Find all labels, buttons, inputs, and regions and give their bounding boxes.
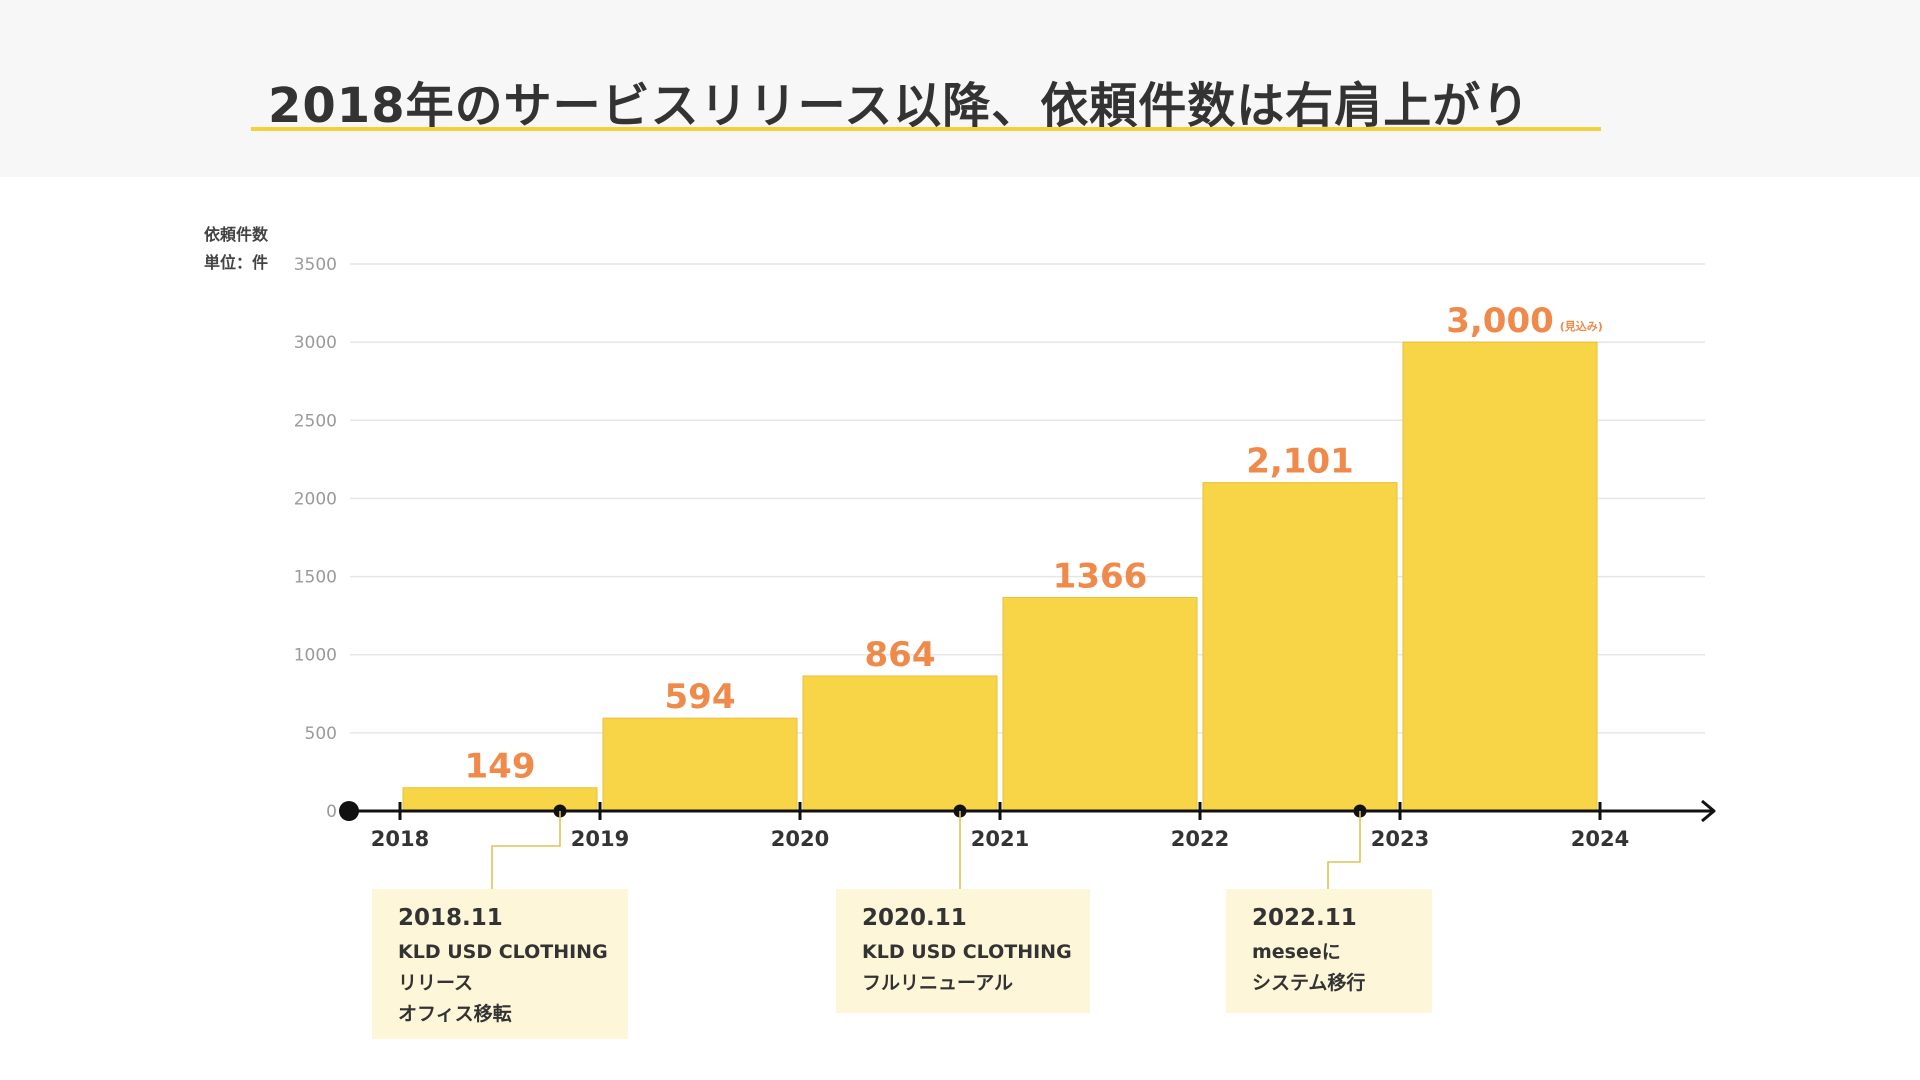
milestone-date: 2022.11	[1252, 905, 1357, 931]
x-tick-label: 2019	[571, 827, 629, 851]
y-axis-title: 依頼件数	[204, 225, 269, 244]
milestone-text: フルリニューアル	[862, 972, 1014, 994]
milestone-connector	[491, 811, 561, 889]
y-tick-label: 1500	[294, 568, 337, 588]
y-axis-label: 依頼件数 単位：件	[204, 221, 268, 277]
y-tick-label: 500	[305, 724, 337, 744]
bar-value-label: 2,101	[1246, 442, 1354, 482]
milestone-connector	[1327, 811, 1361, 889]
page-title: 2018年のサービスリリース以降、依頼件数は右肩上がり	[268, 78, 1531, 134]
bar-value-label: 149	[465, 747, 536, 787]
bar	[602, 717, 798, 812]
milestone-note: 2018.11 KLD USD CLOTHING リリースオフィス移転	[372, 889, 628, 1039]
y-tick-label: 1000	[294, 646, 337, 666]
y-tick-label: 3000	[294, 333, 337, 353]
milestone-text: オフィス移転	[398, 1003, 512, 1025]
bar	[402, 787, 598, 812]
title-underline	[251, 127, 1601, 131]
x-tick-label: 2020	[771, 827, 829, 851]
milestone-note: 2020.11 KLD USD CLOTHING フルリニューアル	[836, 889, 1090, 1013]
milestone-date: 2018.11	[398, 905, 503, 931]
bar	[1002, 597, 1198, 812]
milestone-text: システム移行	[1252, 972, 1366, 994]
milestone-note: 2022.11 meseeにシステム移行	[1226, 889, 1432, 1013]
bar-value-label: 864	[865, 635, 936, 675]
y-tick-label: 2000	[294, 489, 337, 509]
milestone-text: KLD USD CLOTHING	[398, 941, 608, 963]
milestone-date: 2020.11	[862, 905, 967, 931]
y-tick-label: 2500	[294, 411, 337, 431]
y-tick-label: 3500	[294, 255, 337, 275]
x-tick-label: 2022	[1171, 827, 1229, 851]
y-tick-label: 0	[326, 802, 337, 822]
milestone-text: KLD USD CLOTHING	[862, 941, 1072, 963]
bar-value-label: 3,000	[1446, 301, 1554, 341]
bar	[1202, 482, 1398, 812]
bar-value-suffix: (見込み)	[1560, 319, 1603, 333]
bar	[802, 675, 998, 812]
y-axis-unit: 単位：件	[204, 253, 269, 272]
milestone-text: meseeに	[1252, 941, 1341, 963]
x-tick-label: 2021	[971, 827, 1029, 851]
x-tick-label: 2024	[1571, 827, 1629, 851]
bar-value-label: 1366	[1053, 557, 1148, 597]
bar-value-label: 594	[665, 677, 736, 717]
header-band	[0, 0, 1920, 177]
x-axis-arrow	[1701, 799, 1716, 823]
x-tick-label: 2018	[371, 827, 429, 851]
milestone-text: リリース	[398, 972, 474, 994]
bar	[1402, 341, 1598, 812]
x-axis-origin-dot	[339, 801, 359, 821]
x-tick-label: 2023	[1371, 827, 1429, 851]
